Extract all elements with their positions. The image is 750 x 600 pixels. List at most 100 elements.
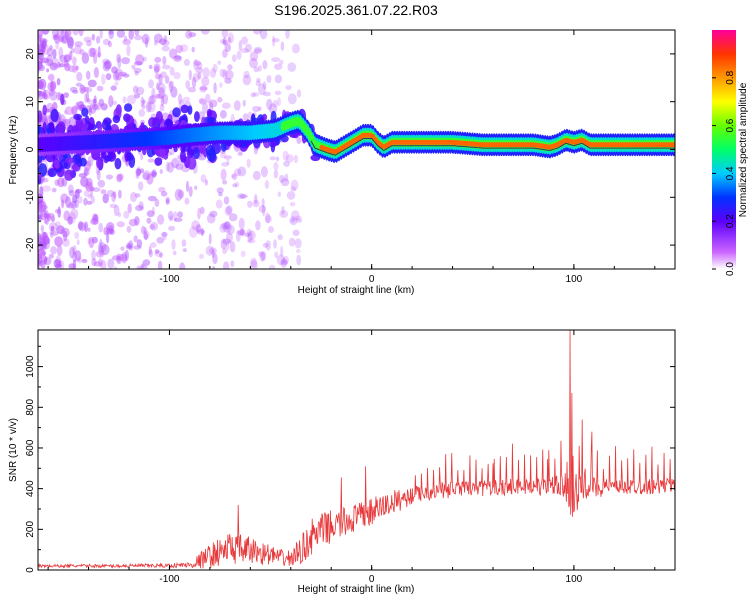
- heatmap-speckle: [216, 187, 224, 194]
- heatmap-speckle: [223, 261, 230, 269]
- heatmap-speckle: [67, 202, 75, 209]
- heatmap-speckle: [134, 216, 140, 226]
- heatmap-speckle: [154, 56, 162, 63]
- heatmap-speckle: [93, 67, 99, 78]
- heatmap-speckle: [148, 249, 153, 258]
- heatmap-speckle: [219, 68, 226, 78]
- heatmap-speckle: [98, 222, 103, 233]
- heatmap-speckle: [93, 52, 98, 64]
- heatmap-speckle: [52, 48, 57, 60]
- heatmap-speckle: [81, 52, 90, 64]
- heatmap-speckle: [64, 118, 71, 127]
- heatmap-speckle: [67, 35, 74, 47]
- heatmap-speckle: [246, 239, 256, 244]
- heatmap-speckle: [279, 59, 284, 65]
- heatmap-speckle: [179, 262, 186, 269]
- heatmap-speckle: [83, 169, 88, 176]
- heatmap-xtick-label: 100: [566, 274, 583, 285]
- heatmap-speckle: [72, 251, 77, 263]
- heatmap-speckle: [99, 30, 103, 39]
- heatmap-speckle: [283, 160, 290, 167]
- heatmap-speckle: [282, 256, 289, 264]
- heatmap-blob: [148, 117, 157, 128]
- heatmap-speckle: [70, 48, 75, 54]
- heatmap-speckle: [133, 235, 138, 243]
- heatmap-speckle: [162, 231, 167, 241]
- heatmap-speckle: [149, 94, 157, 104]
- heatmap-speckle: [140, 154, 144, 160]
- heatmap-speckle: [153, 40, 158, 46]
- heatmap-speckle: [264, 212, 271, 224]
- snr-xtick-label: 100: [566, 574, 583, 585]
- heatmap-speckle: [65, 196, 72, 208]
- heatmap-speckle: [148, 79, 154, 89]
- heatmap-speckle: [40, 231, 49, 244]
- heatmap-speckle: [254, 194, 258, 205]
- heatmap-speckle: [185, 30, 193, 39]
- heatmap-speckle: [38, 79, 44, 89]
- heatmap-speckle: [284, 173, 289, 182]
- heatmap-blob: [180, 104, 189, 114]
- heatmap-speckle: [151, 171, 157, 178]
- heatmap-speckle: [160, 191, 168, 197]
- heatmap-speckle: [96, 52, 102, 58]
- heatmap-speckle: [228, 213, 238, 222]
- heatmap-speckle: [123, 35, 128, 42]
- heatmap-speckle: [75, 82, 83, 87]
- heatmap-speckle: [146, 217, 152, 224]
- heatmap-speckle: [202, 67, 210, 79]
- snr-frame: [37, 329, 676, 571]
- heatmap-speckle: [220, 168, 227, 181]
- heatmap-blob: [172, 107, 181, 118]
- heatmap-speckle: [91, 258, 97, 267]
- heatmap-speckle: [247, 232, 253, 243]
- snr-xlabel: Height of straight line (km): [298, 584, 415, 595]
- heatmap-speckle: [164, 75, 170, 84]
- heatmap-speckle: [81, 258, 88, 263]
- heatmap-speckle: [273, 239, 277, 249]
- heatmap-speckle: [40, 209, 47, 221]
- heatmap-speckle: [98, 98, 105, 107]
- heatmap-speckle: [256, 77, 261, 83]
- heatmap-speckle: [47, 73, 55, 81]
- heatmap-speckle: [162, 55, 167, 66]
- heatmap-ylabel: Frequency (Hz): [8, 116, 19, 185]
- heatmap-speckle: [58, 46, 64, 59]
- heatmap-speckle: [54, 259, 61, 265]
- heatmap-speckle: [62, 238, 70, 247]
- heatmap-speckle: [58, 63, 65, 68]
- heatmap-speckle: [85, 70, 91, 80]
- heatmap-speckle: [151, 169, 157, 179]
- heatmap-speckle: [57, 177, 65, 188]
- heatmap-speckle: [72, 56, 77, 66]
- heatmap-speckle: [154, 198, 160, 207]
- heatmap-speckle: [126, 242, 133, 249]
- heatmap-speckle: [122, 38, 131, 46]
- heatmap-speckle: [39, 260, 44, 266]
- heatmap-speckle: [262, 242, 270, 248]
- heatmap-speckle: [43, 257, 52, 266]
- heatmap-speckle: [212, 63, 218, 73]
- heatmap-speckle: [38, 232, 42, 244]
- heatmap-speckle: [44, 256, 47, 265]
- heatmap-speckle: [222, 247, 227, 255]
- heatmap-speckle: [59, 54, 67, 63]
- heatmap-speckle: [195, 67, 204, 74]
- heatmap-speckle: [72, 30, 79, 36]
- heatmap-speckle: [127, 203, 132, 214]
- heatmap-speckle: [265, 215, 272, 224]
- heatmap-speckle: [78, 30, 84, 37]
- heatmap-speckle: [154, 250, 163, 257]
- heatmap-speckle: [167, 161, 174, 173]
- heatmap-speckle: [174, 188, 183, 201]
- heatmap-speckle: [159, 103, 165, 112]
- heatmap-speckle: [169, 48, 178, 59]
- heatmap-speckle: [232, 173, 238, 181]
- heatmap-speckle: [159, 169, 163, 174]
- heatmap-speckle: [159, 252, 163, 258]
- heatmap-speckle: [54, 179, 60, 187]
- heatmap-speckle: [136, 239, 143, 248]
- heatmap-speckle: [107, 258, 115, 269]
